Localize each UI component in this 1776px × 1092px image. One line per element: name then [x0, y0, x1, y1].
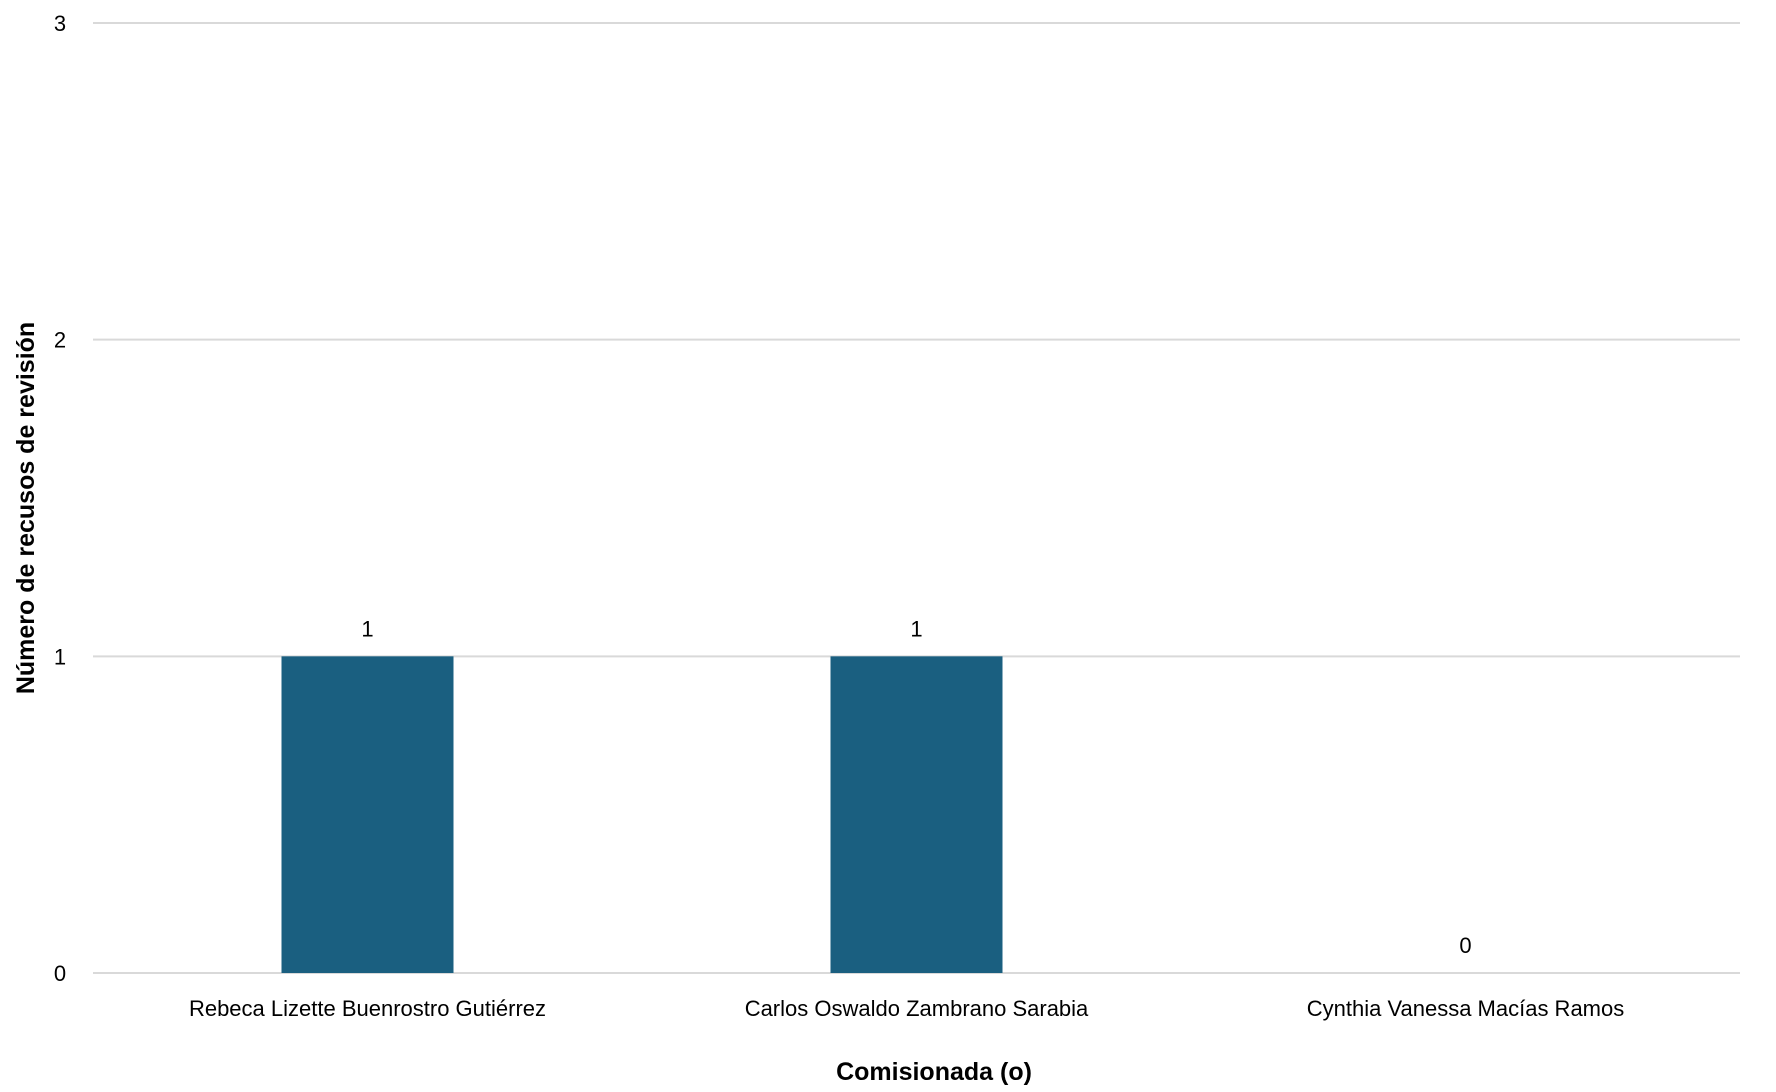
y-tick-label: 1 — [54, 644, 66, 669]
data-labels: 1 1 0 — [361, 616, 1471, 958]
y-axis-ticks: 0 1 2 3 — [54, 11, 66, 986]
y-axis-title: Número de recusos de revisión — [12, 322, 40, 694]
y-tick-label: 3 — [54, 11, 66, 36]
data-label: 0 — [1459, 933, 1471, 958]
data-label: 1 — [361, 616, 373, 641]
bar — [830, 656, 1003, 973]
data-label: 1 — [910, 616, 922, 641]
x-tick-label: Carlos Oswaldo Zambrano Sarabia — [745, 996, 1089, 1021]
x-axis-ticks: Rebeca Lizette Buenrostro Gutiérrez Carlo… — [189, 996, 1624, 1021]
x-tick-label: Cynthia Vanessa Macías Ramos — [1307, 996, 1625, 1021]
y-tick-label: 2 — [54, 328, 66, 353]
x-axis-title: Comisionada (o) — [836, 1058, 1032, 1086]
bars — [281, 656, 1003, 973]
y-tick-label: 0 — [54, 961, 66, 986]
bar — [281, 656, 454, 973]
x-tick-label: Rebeca Lizette Buenrostro Gutiérrez — [189, 996, 546, 1021]
